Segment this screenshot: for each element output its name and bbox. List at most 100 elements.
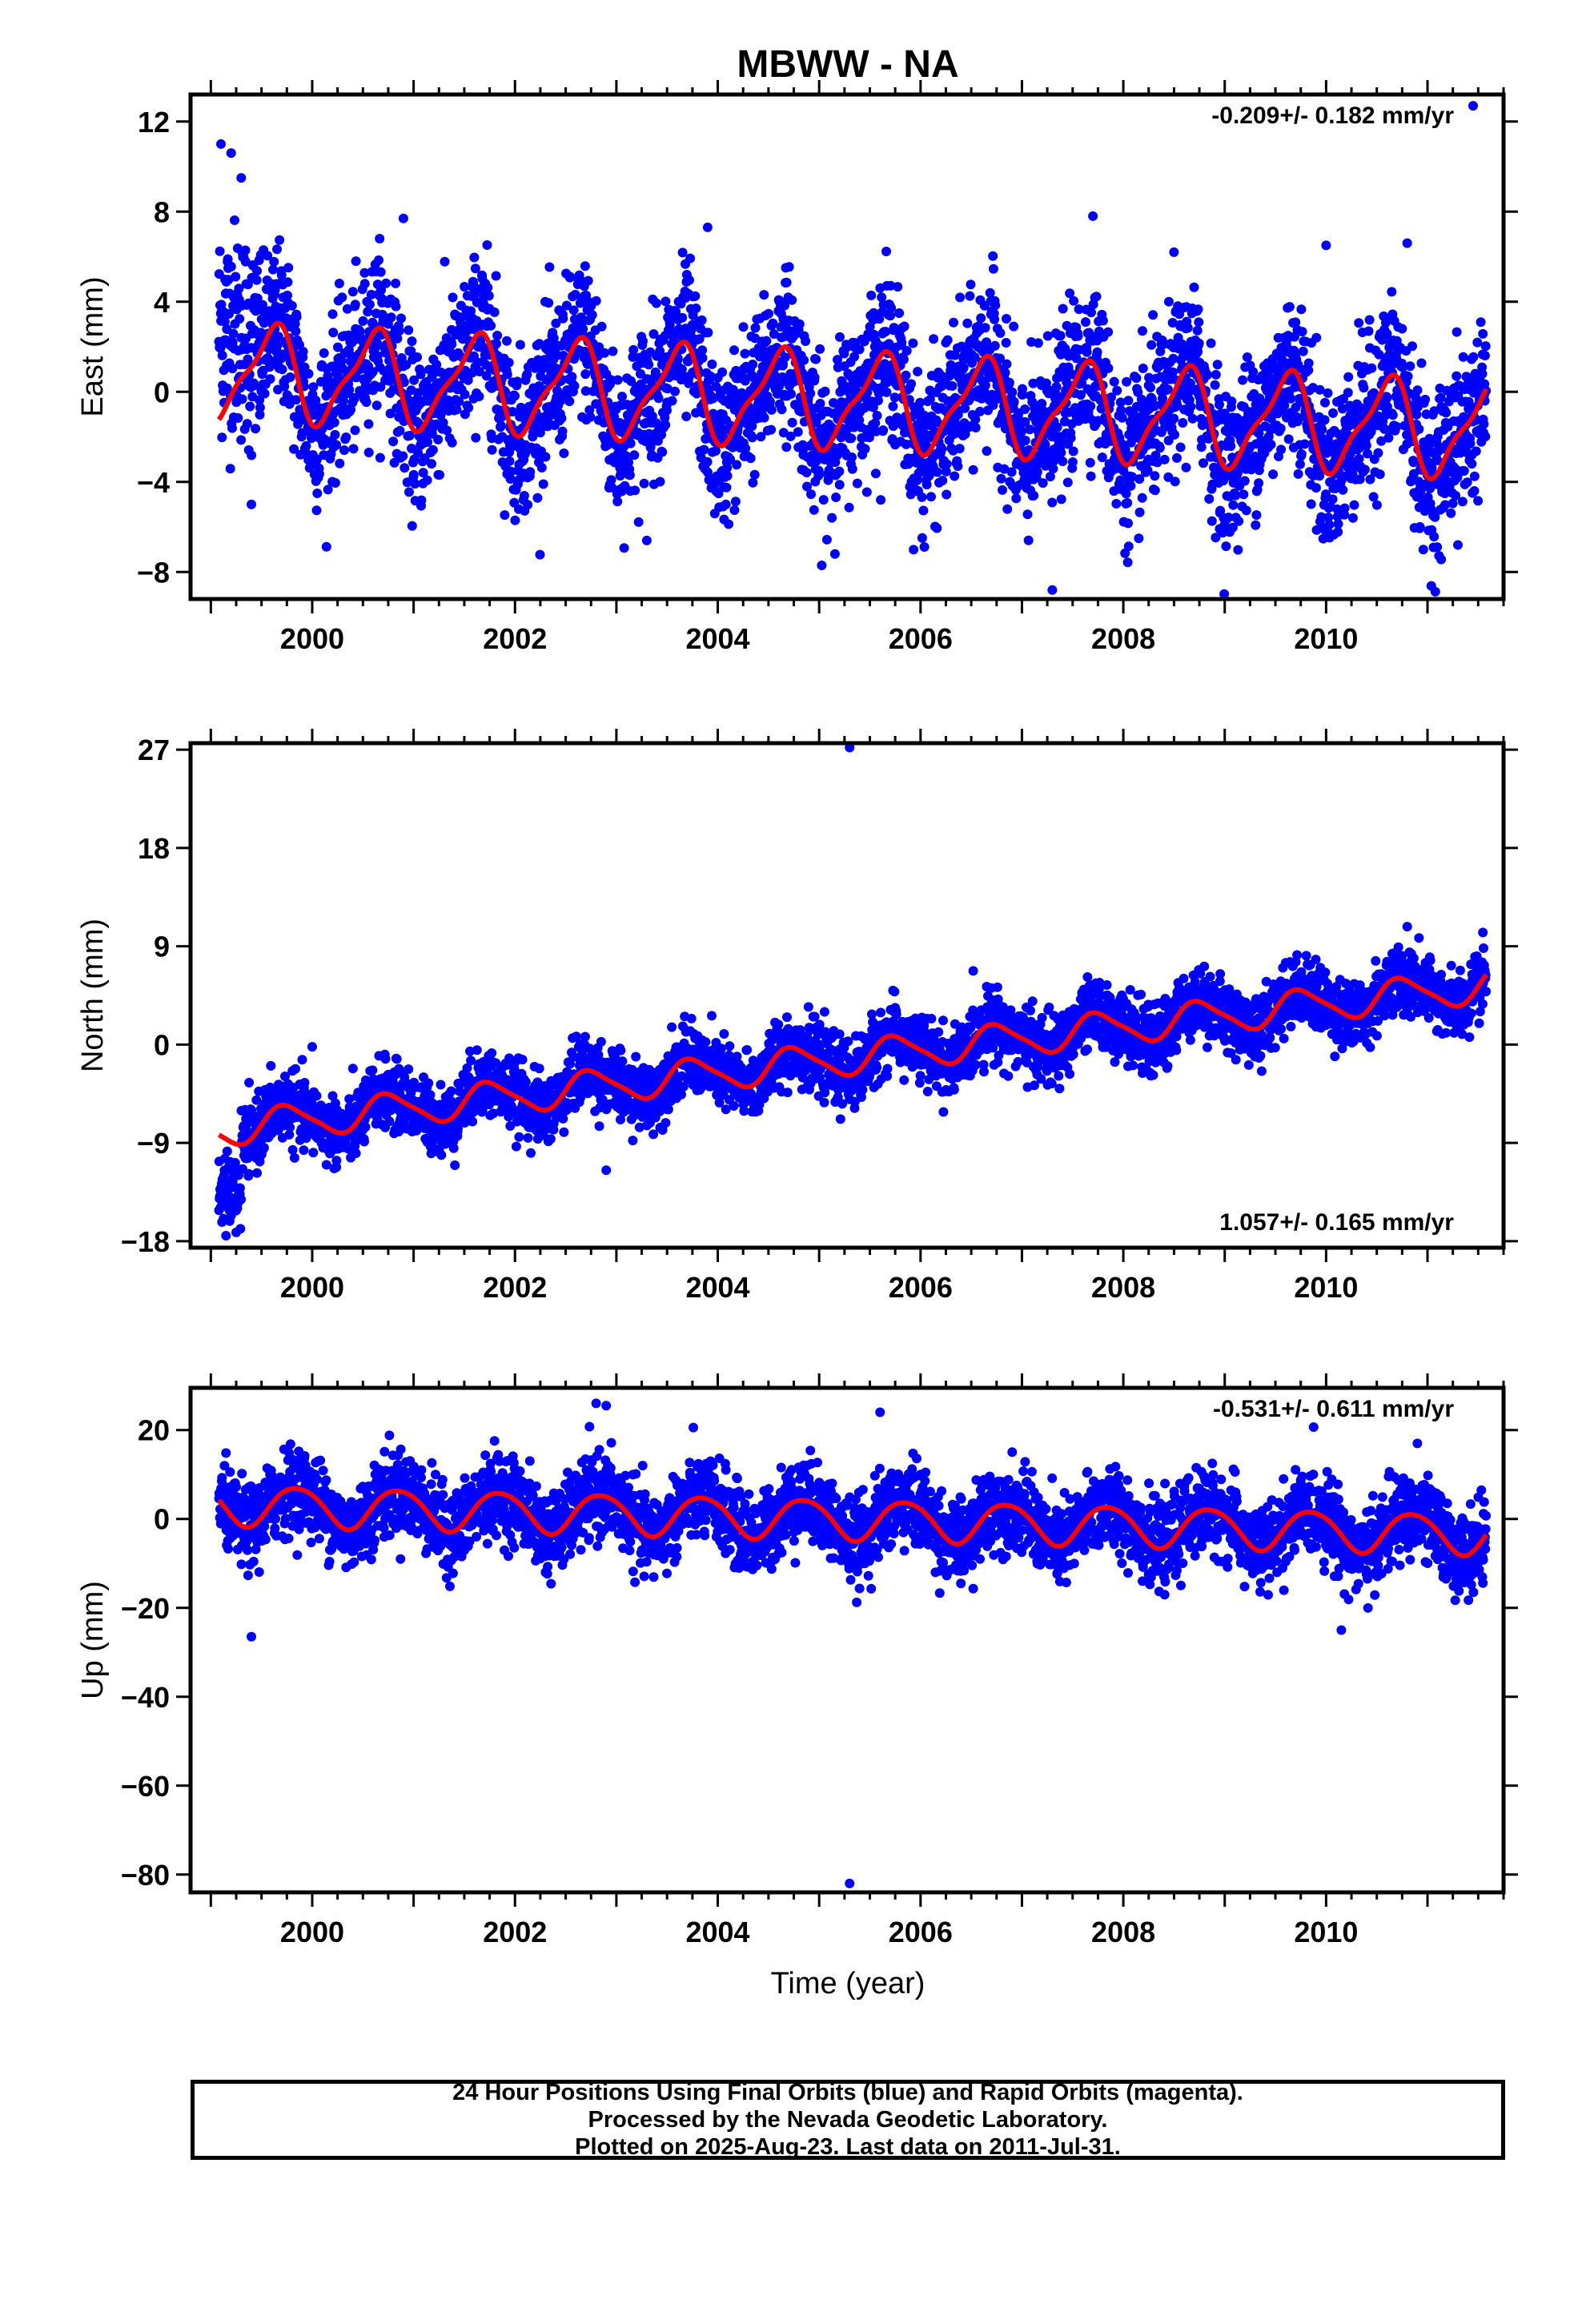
- data-point: [1203, 370, 1212, 380]
- data-point: [1097, 452, 1107, 463]
- data-point: [1231, 490, 1241, 501]
- data-point: [1233, 545, 1243, 555]
- data-point: [1133, 387, 1143, 397]
- fit-line-east: [217, 320, 1489, 482]
- data-point: [1315, 471, 1325, 481]
- outlier-point: [247, 499, 256, 509]
- data-point: [500, 510, 510, 521]
- data-point: [391, 301, 401, 312]
- data-point: [363, 419, 374, 429]
- data-point: [237, 394, 247, 404]
- data-point: [1175, 442, 1186, 452]
- data-point: [466, 306, 476, 316]
- data-point: [1018, 389, 1028, 400]
- data-point: [404, 487, 414, 497]
- data-point: [600, 348, 610, 358]
- data-point: [1192, 325, 1203, 336]
- data-point: [756, 432, 766, 442]
- data-point: [694, 334, 705, 344]
- data-point: [764, 308, 773, 319]
- data-point: [995, 353, 1005, 364]
- data-point: [398, 451, 408, 461]
- outlier-point: [1169, 247, 1179, 257]
- data-point: [285, 1122, 295, 1132]
- data-point: [815, 399, 825, 408]
- data-point: [474, 392, 484, 401]
- data-point: [870, 418, 881, 428]
- data-point: [1296, 304, 1307, 315]
- data-point: [583, 275, 593, 286]
- data-point: [998, 485, 1007, 495]
- data-point: [960, 403, 970, 413]
- data-point: [1221, 541, 1231, 552]
- data-point: [677, 364, 687, 374]
- data-point: [448, 292, 458, 303]
- data-point: [1457, 497, 1468, 507]
- data-point: [677, 312, 688, 323]
- data-point: [298, 347, 308, 357]
- data-point: [1000, 368, 1010, 378]
- data-point: [1109, 376, 1119, 387]
- data-point: [941, 466, 951, 476]
- data-point: [1178, 418, 1188, 428]
- data-point: [250, 380, 259, 391]
- data-point: [243, 1168, 254, 1179]
- data-point: [917, 533, 927, 543]
- data-point: [942, 335, 953, 345]
- data-point: [1075, 390, 1086, 400]
- data-point: [1387, 287, 1397, 297]
- data-point: [314, 468, 324, 479]
- data-point: [409, 375, 420, 385]
- data-point: [242, 419, 252, 429]
- data-point: [1091, 292, 1102, 302]
- data-point: [872, 411, 882, 420]
- data-point: [255, 409, 265, 420]
- data-point: [960, 429, 970, 440]
- data-point: [1211, 369, 1221, 380]
- data-point: [510, 391, 520, 401]
- data-point: [219, 316, 230, 327]
- data-point: [1162, 384, 1173, 395]
- y-tick-label: −4: [137, 466, 170, 499]
- data-point: [861, 487, 872, 497]
- data-point: [970, 414, 981, 424]
- data-point: [732, 460, 742, 470]
- data-point: [311, 1091, 322, 1101]
- data-point: [1347, 513, 1358, 523]
- data-point: [427, 459, 436, 469]
- data-point: [363, 448, 374, 457]
- data-point: [777, 372, 788, 382]
- data-point: [937, 444, 947, 454]
- data-point: [748, 477, 758, 488]
- data-point: [1026, 337, 1037, 347]
- data-point: [1055, 331, 1066, 341]
- data-point: [801, 336, 811, 346]
- data-point: [685, 275, 694, 285]
- data-point: [1134, 507, 1145, 517]
- data-point: [584, 405, 595, 415]
- data-point: [1472, 337, 1483, 348]
- data-point: [794, 319, 805, 329]
- data-point: [1056, 448, 1066, 458]
- data-point: [919, 542, 930, 552]
- data-point: [233, 413, 243, 423]
- data-point: [591, 296, 601, 306]
- data-point: [259, 1143, 269, 1153]
- data-point: [360, 1122, 371, 1132]
- data-point: [729, 345, 739, 356]
- data-point: [319, 348, 329, 358]
- data-point: [1106, 392, 1116, 403]
- data-point: [489, 307, 500, 317]
- data-point: [670, 386, 680, 396]
- data-point: [966, 279, 976, 290]
- outlier-point: [1453, 540, 1463, 550]
- data-point: [1311, 483, 1321, 493]
- data-point: [919, 410, 930, 420]
- data-point: [1062, 320, 1072, 331]
- data-point: [1103, 363, 1114, 373]
- data-point: [912, 475, 922, 485]
- data-point: [447, 339, 457, 349]
- data-point: [311, 505, 322, 516]
- data-point: [605, 375, 616, 385]
- data-point: [538, 479, 548, 489]
